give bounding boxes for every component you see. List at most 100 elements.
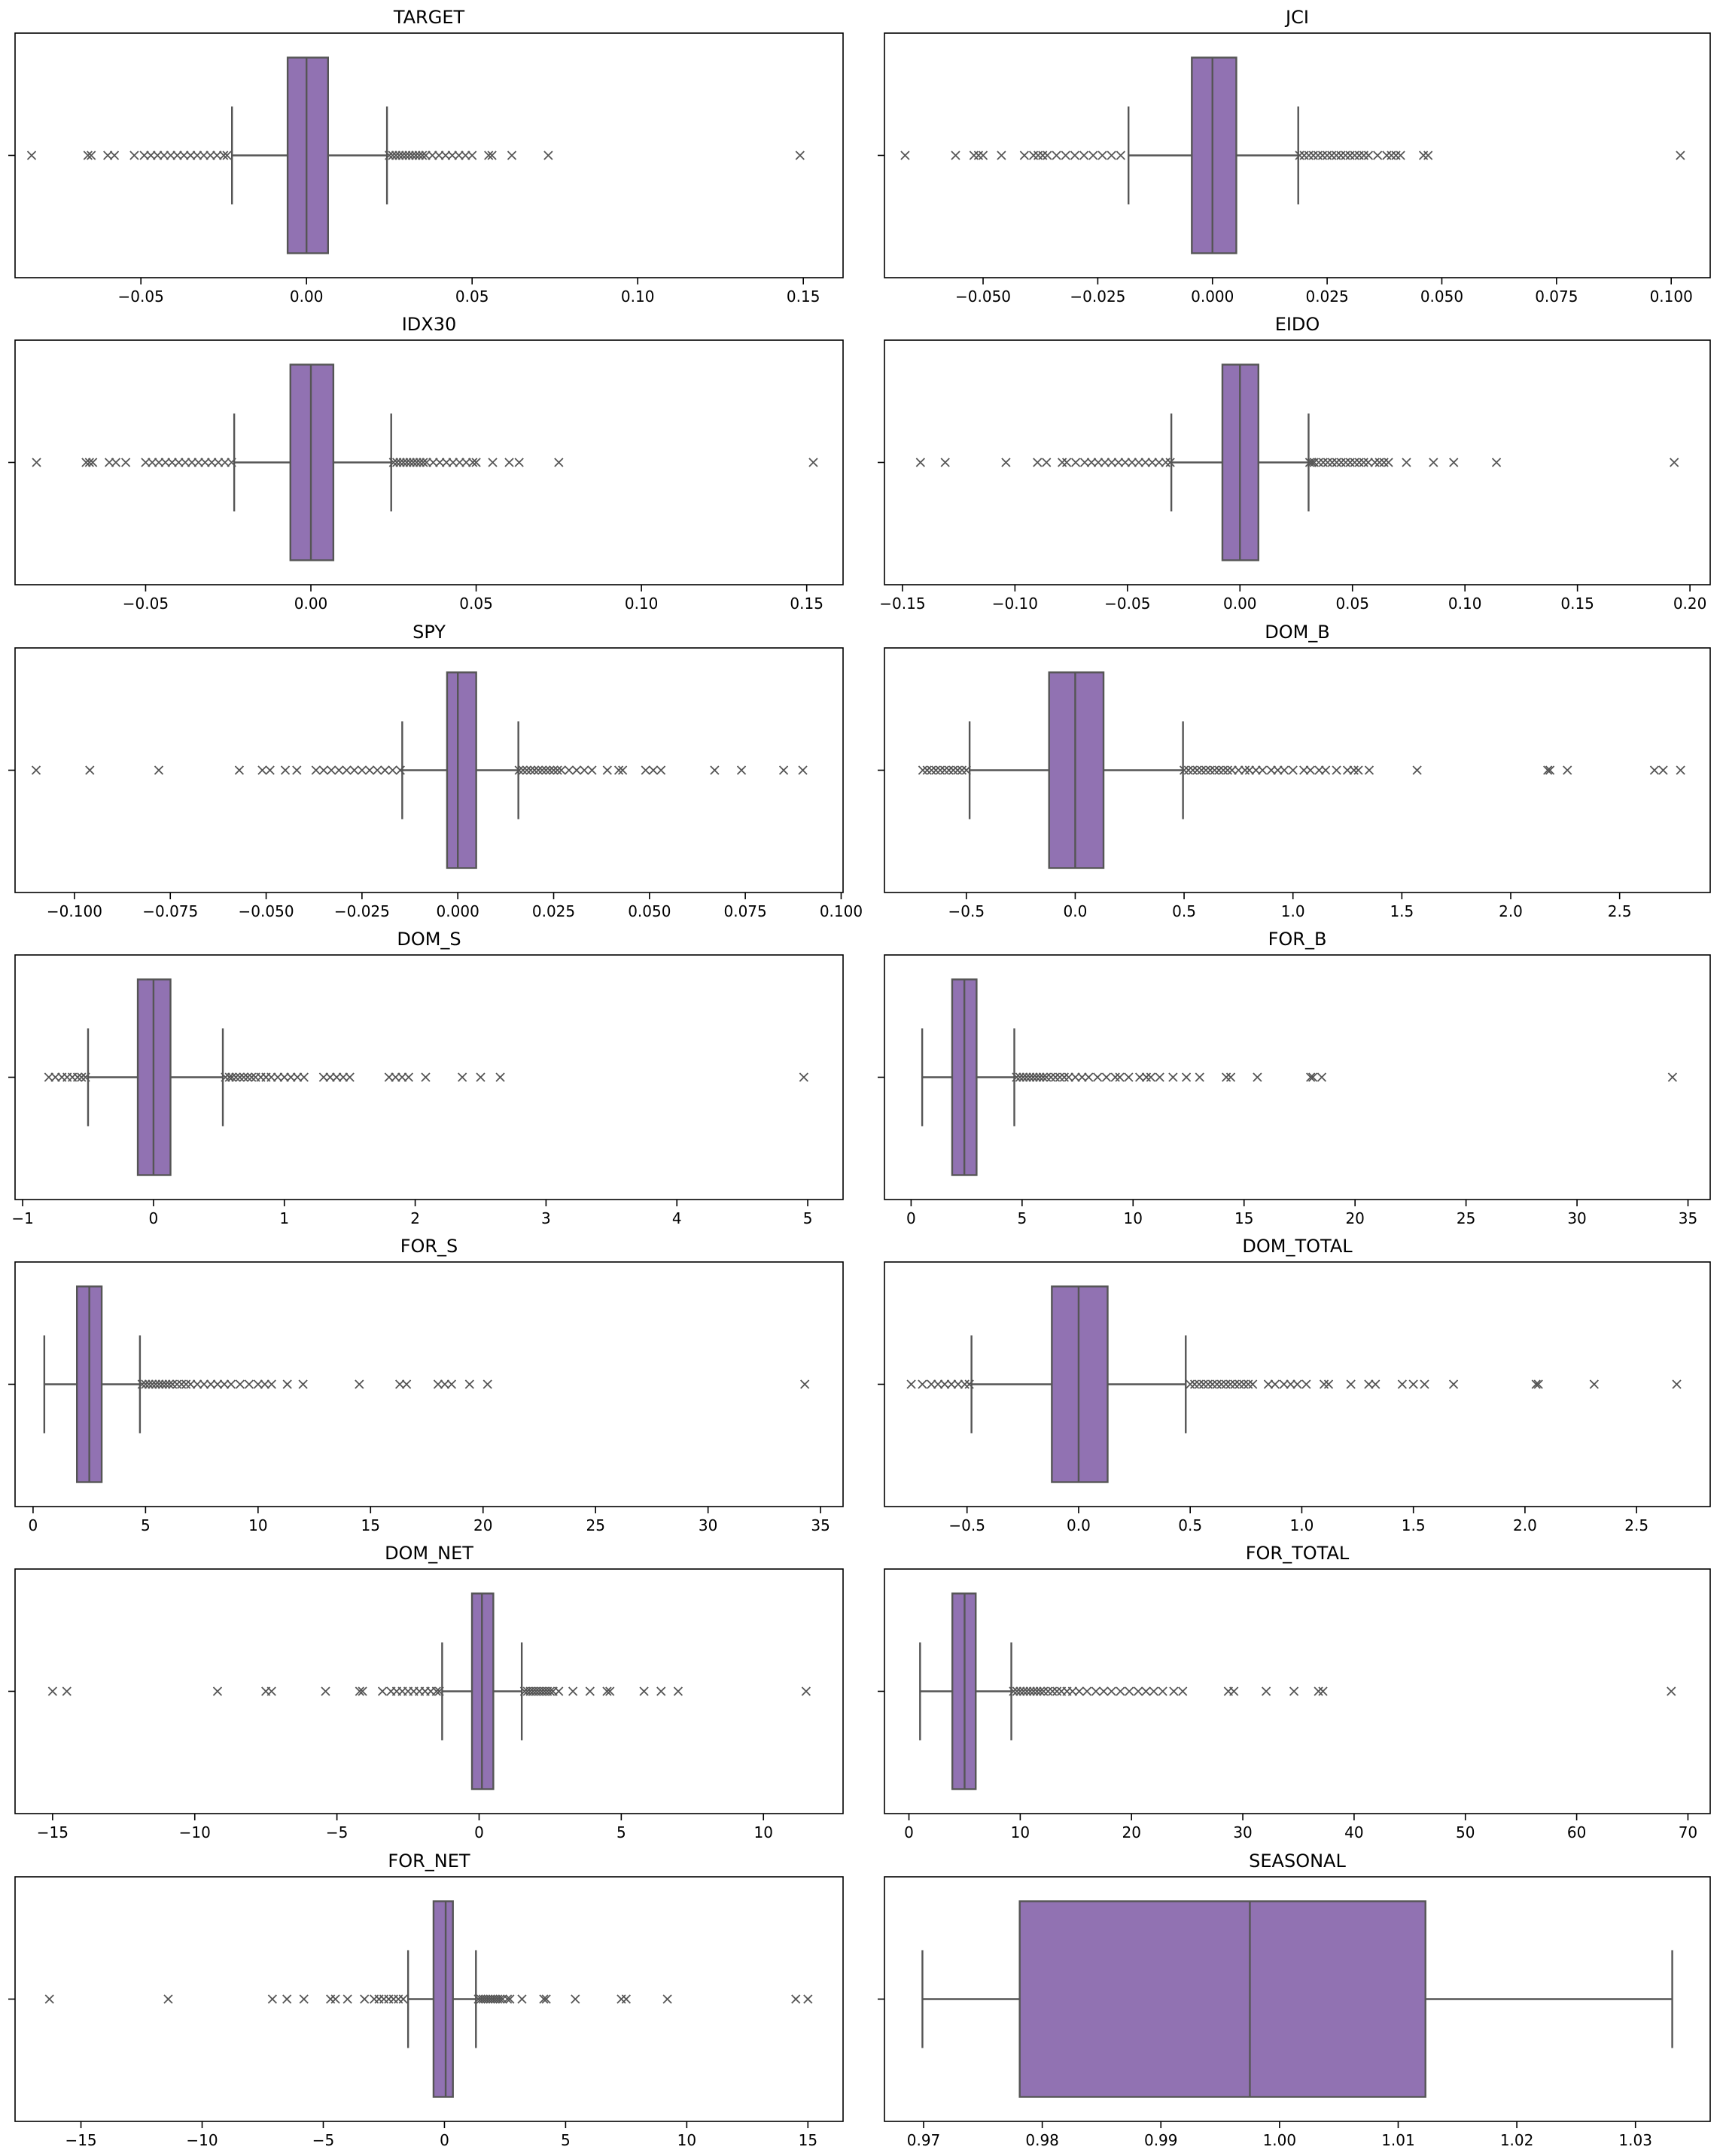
outlier-marker <box>279 1072 289 1082</box>
outlier-marker <box>448 458 458 467</box>
x-tick-label: 0.98 <box>1025 2131 1059 2149</box>
outlier-marker <box>84 458 94 467</box>
outlier-marker <box>1168 1072 1178 1082</box>
outlier-marker <box>1052 1686 1062 1696</box>
x-tick-label: 0.025 <box>1305 287 1348 306</box>
x-tick-label: 3 <box>541 1209 551 1227</box>
outlier-marker <box>163 1994 173 2004</box>
outlier-marker <box>1371 1379 1381 1389</box>
x-tick-label: 50 <box>1456 1823 1475 1841</box>
outlier-marker <box>292 765 302 775</box>
subplot: FOR_TOTAL 0 10 20 30 40 50 60 70 <box>878 1543 1711 1841</box>
outlier-marker <box>1043 151 1052 160</box>
outlier-marker <box>109 151 120 160</box>
outlier-marker <box>1133 1686 1143 1696</box>
x-tick-label: 0.97 <box>907 2131 941 2149</box>
outlier-marker <box>973 151 984 160</box>
iqr-box <box>432 1900 454 2098</box>
outlier-marker <box>621 1994 632 2004</box>
outlier-marker <box>1327 151 1337 160</box>
outlier-marker <box>1019 151 1030 160</box>
outlier-marker <box>330 1994 340 2004</box>
outlier-marker <box>342 1994 352 2004</box>
outlier-marker <box>144 1379 154 1389</box>
x-tick-label: 2.5 <box>1624 1516 1648 1534</box>
outlier-marker <box>1408 1379 1418 1389</box>
outlier-marker <box>1270 1379 1280 1389</box>
x-tick-label: 0.5 <box>1178 1516 1202 1534</box>
outlier-marker <box>282 1994 292 2004</box>
outlier-marker <box>338 1072 349 1082</box>
x-tick-label: 2.0 <box>1513 1516 1537 1534</box>
outlier-marker <box>529 765 540 775</box>
outlier-marker <box>349 765 359 775</box>
outlier-marker <box>602 1686 612 1696</box>
x-tick-label: 0.05 <box>1335 594 1369 613</box>
x-tick-label: 10 <box>248 1516 267 1534</box>
outlier-marker <box>953 765 963 775</box>
subplot-title: FOR_S <box>400 1236 458 1257</box>
outlier-marker <box>148 1379 157 1389</box>
x-tick-label: −0.075 <box>142 902 198 920</box>
outlier-marker <box>1107 151 1116 160</box>
subplot: SPY −0.100 −0.075 −0.050 −0.025 0.000 0.025 0.0… <box>8 622 863 920</box>
x-tick-label: 0.99 <box>1144 2131 1178 2149</box>
outlier-marker <box>1304 151 1314 160</box>
iqr-box <box>446 671 477 869</box>
outlier-marker <box>1050 1072 1061 1082</box>
outlier-marker <box>1676 151 1685 160</box>
subplot: JCI −0.050 −0.025 0.000 0.025 0.050 0.075 0.100 <box>878 7 1711 306</box>
x-tick-label: −0.10 <box>992 594 1038 613</box>
x-tick-label: 0 <box>149 1209 159 1227</box>
outlier-marker <box>1429 458 1438 467</box>
outlier-marker <box>213 458 224 467</box>
outlier-marker <box>1015 1686 1025 1696</box>
outlier-marker <box>1266 765 1276 775</box>
outlier-marker <box>1099 1686 1109 1696</box>
x-tick-label: 10 <box>1124 1209 1143 1227</box>
x-tick-label: 0.000 <box>1191 287 1234 306</box>
outlier-marker <box>1318 458 1329 467</box>
outlier-marker <box>495 1072 505 1082</box>
x-tick-label: 0.100 <box>820 902 863 920</box>
outlier-marker <box>157 1379 167 1389</box>
x-tick-label: 2 <box>410 1209 420 1227</box>
subplot-title: SEASONAL <box>1249 1850 1346 1872</box>
outlier-marker <box>1028 151 1039 160</box>
outlier-marker <box>212 1686 223 1696</box>
outlier-marker <box>517 1994 527 2004</box>
subplot: IDX30 −0.05 0.00 0.05 0.10 0.15 <box>8 314 844 613</box>
outlier-marker <box>1113 458 1124 467</box>
outlier-marker <box>915 458 925 467</box>
outlier-marker <box>648 765 659 775</box>
subplot: EIDO −0.15 −0.10 −0.05 0.00 0.05 0.10 0.15 0.20 <box>878 314 1711 613</box>
outlier-marker <box>935 765 945 775</box>
outlier-marker <box>401 151 411 160</box>
subplot: SEASONAL 0.97 0.98 0.99 1.00 1.01 1.02 1.03 <box>878 1850 1711 2149</box>
outlier-marker <box>1192 765 1202 775</box>
outlier-marker <box>801 1686 811 1696</box>
outlier-marker <box>414 151 424 160</box>
x-tick-label: 15 <box>361 1516 380 1534</box>
outlier-marker <box>505 1994 515 2004</box>
x-tick-label: 0.100 <box>1650 287 1693 306</box>
outlier-marker <box>222 151 232 160</box>
outlier-marker <box>545 1686 556 1696</box>
outlier-marker <box>1234 1379 1244 1389</box>
outlier-marker <box>292 1072 303 1082</box>
outlier-marker <box>537 765 547 775</box>
outlier-marker <box>1563 765 1572 775</box>
outlier-marker <box>1314 458 1324 467</box>
outlier-marker <box>186 151 196 160</box>
outlier-marker <box>1116 151 1125 160</box>
outlier-marker <box>415 458 425 467</box>
x-tick-label: 0.15 <box>1560 594 1594 613</box>
outlier-marker <box>1327 458 1337 467</box>
outlier-marker <box>205 151 215 160</box>
outlier-marker <box>141 458 151 467</box>
outlier-marker <box>1289 1686 1299 1696</box>
outlier-marker <box>1373 151 1383 160</box>
outlier-marker <box>1363 458 1373 467</box>
outlier-marker <box>342 765 352 775</box>
outlier-marker <box>1012 1686 1022 1696</box>
